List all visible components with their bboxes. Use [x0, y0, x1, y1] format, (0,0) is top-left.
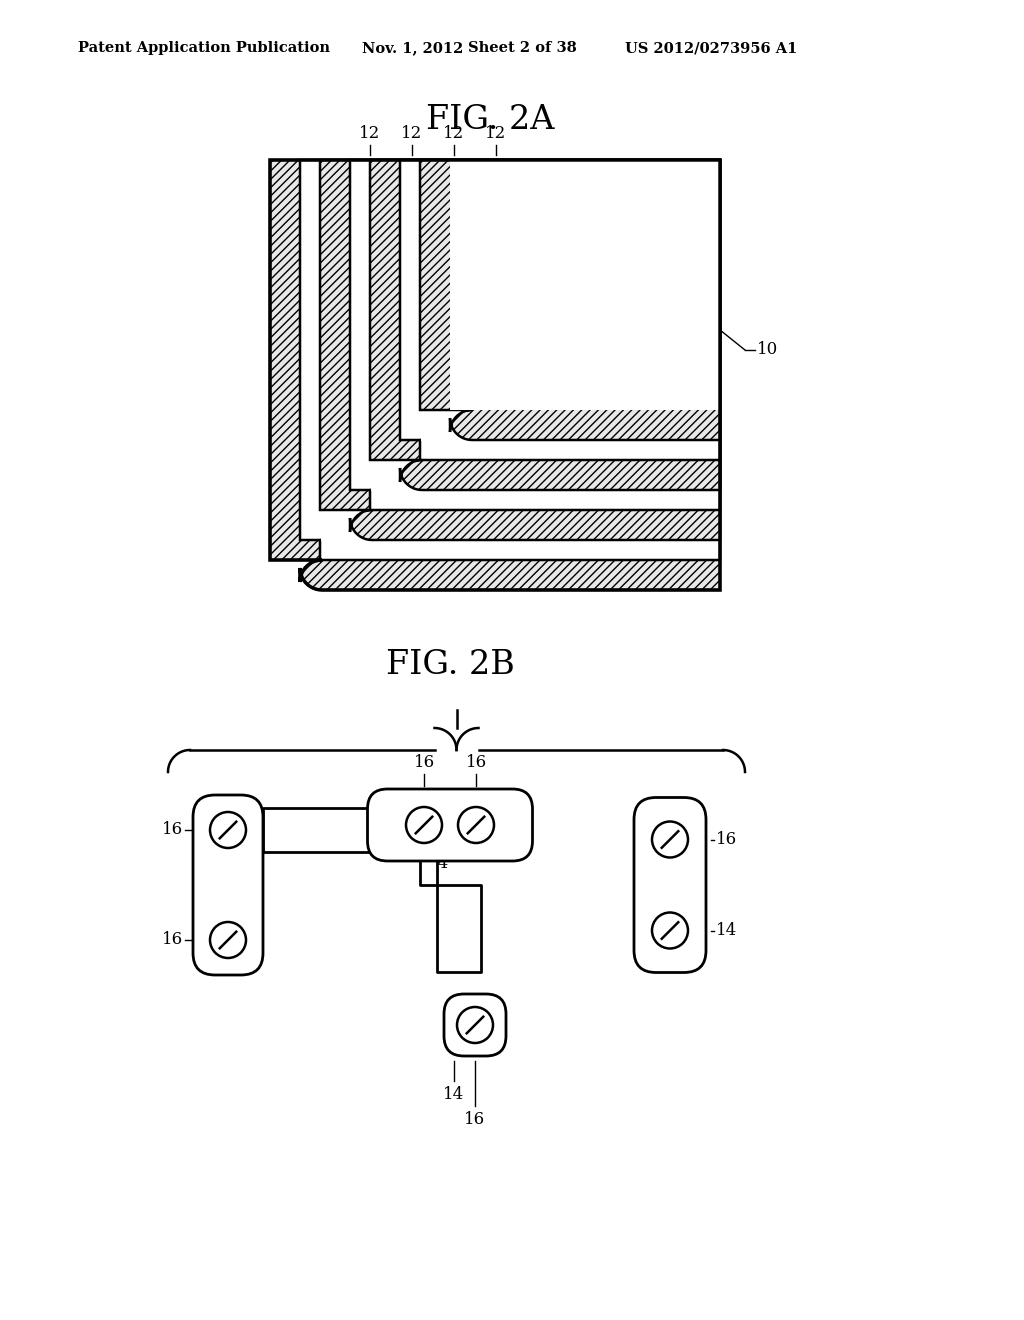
Text: FIG. 2B: FIG. 2B	[386, 649, 514, 681]
Text: Nov. 1, 2012: Nov. 1, 2012	[362, 41, 464, 55]
Circle shape	[406, 807, 442, 843]
FancyBboxPatch shape	[444, 994, 506, 1056]
Text: 12: 12	[359, 125, 381, 143]
Polygon shape	[300, 160, 720, 560]
Circle shape	[652, 821, 688, 858]
Circle shape	[458, 807, 494, 843]
Polygon shape	[370, 160, 720, 490]
Polygon shape	[420, 160, 720, 440]
Text: 12: 12	[485, 125, 507, 143]
Polygon shape	[270, 160, 720, 590]
Text: US 2012/0273956 A1: US 2012/0273956 A1	[625, 41, 798, 55]
Text: 14: 14	[443, 1086, 465, 1104]
Polygon shape	[450, 160, 720, 411]
Text: 14: 14	[427, 854, 449, 871]
Circle shape	[457, 1007, 493, 1043]
Text: FIG. 2A: FIG. 2A	[426, 104, 554, 136]
Polygon shape	[263, 808, 481, 972]
FancyBboxPatch shape	[193, 795, 263, 975]
FancyBboxPatch shape	[634, 797, 706, 973]
Circle shape	[652, 912, 688, 949]
Text: 12: 12	[443, 125, 465, 143]
Text: 16: 16	[716, 832, 737, 847]
Text: Patent Application Publication: Patent Application Publication	[78, 41, 330, 55]
Circle shape	[210, 921, 246, 958]
Polygon shape	[319, 160, 720, 540]
Circle shape	[210, 812, 246, 847]
Text: 10: 10	[757, 342, 778, 359]
Text: 16: 16	[162, 932, 183, 949]
Text: 14: 14	[716, 921, 737, 939]
Text: 12: 12	[401, 125, 423, 143]
Polygon shape	[350, 160, 720, 510]
Polygon shape	[270, 160, 720, 590]
Text: Sheet 2 of 38: Sheet 2 of 38	[468, 41, 577, 55]
Text: 16: 16	[162, 821, 183, 838]
Text: 16: 16	[466, 754, 486, 771]
Text: 16: 16	[414, 754, 434, 771]
Text: 16: 16	[465, 1111, 485, 1129]
FancyBboxPatch shape	[368, 789, 532, 861]
Polygon shape	[400, 160, 720, 459]
